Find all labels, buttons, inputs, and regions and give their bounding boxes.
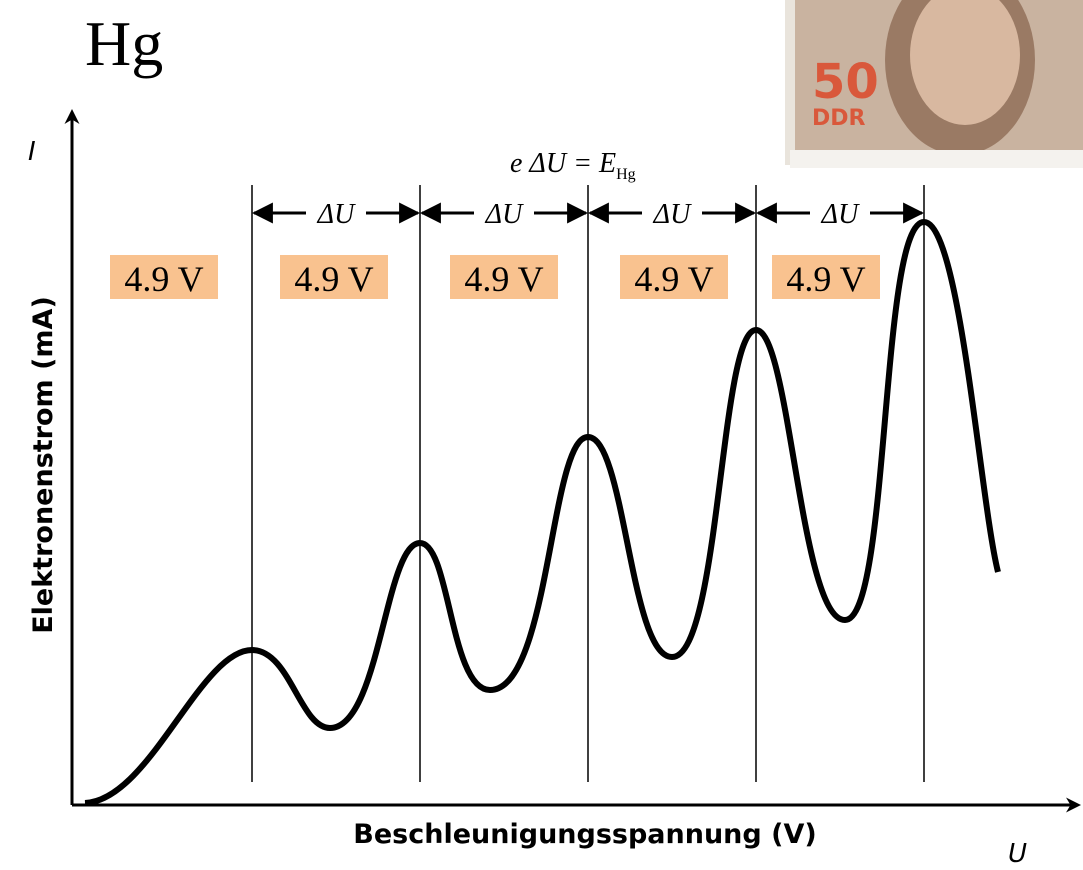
voltage-label: 4.9 V bbox=[294, 259, 373, 299]
stamp: 50 DDR bbox=[785, 0, 1083, 168]
voltage-box bbox=[110, 255, 218, 299]
interval-label: ΔU bbox=[485, 199, 524, 230]
voltage-box bbox=[280, 255, 388, 299]
equation-rhs: E bbox=[598, 148, 616, 179]
voltage-label: 4.9 V bbox=[786, 259, 865, 299]
interval-label: ΔU bbox=[317, 199, 356, 230]
interval-label: ΔU bbox=[821, 199, 860, 230]
x-symbol: U bbox=[1008, 839, 1027, 869]
stamp-country: DDR bbox=[812, 106, 866, 131]
equation: e ΔU = EHg bbox=[510, 148, 636, 183]
title: Hg bbox=[85, 8, 163, 79]
equation-subscript: Hg bbox=[616, 166, 636, 183]
voltage-box bbox=[450, 255, 558, 299]
y-symbol: I bbox=[28, 137, 36, 167]
voltage-label: 4.9 V bbox=[124, 259, 203, 299]
interval-label: ΔU bbox=[653, 199, 692, 230]
voltage-box bbox=[772, 255, 880, 299]
current-curve bbox=[84, 218, 1001, 806]
stamp-value: 50 bbox=[812, 54, 879, 110]
equation-lhs: e ΔU = bbox=[510, 148, 599, 179]
voltage-label: 4.9 V bbox=[634, 259, 713, 299]
y-label: Elektronenstrom (mA) bbox=[28, 296, 59, 634]
voltage-box bbox=[620, 255, 728, 299]
voltage-label: 4.9 V bbox=[464, 259, 543, 299]
x-label: Beschleunigungsspannung (V) bbox=[353, 819, 816, 850]
